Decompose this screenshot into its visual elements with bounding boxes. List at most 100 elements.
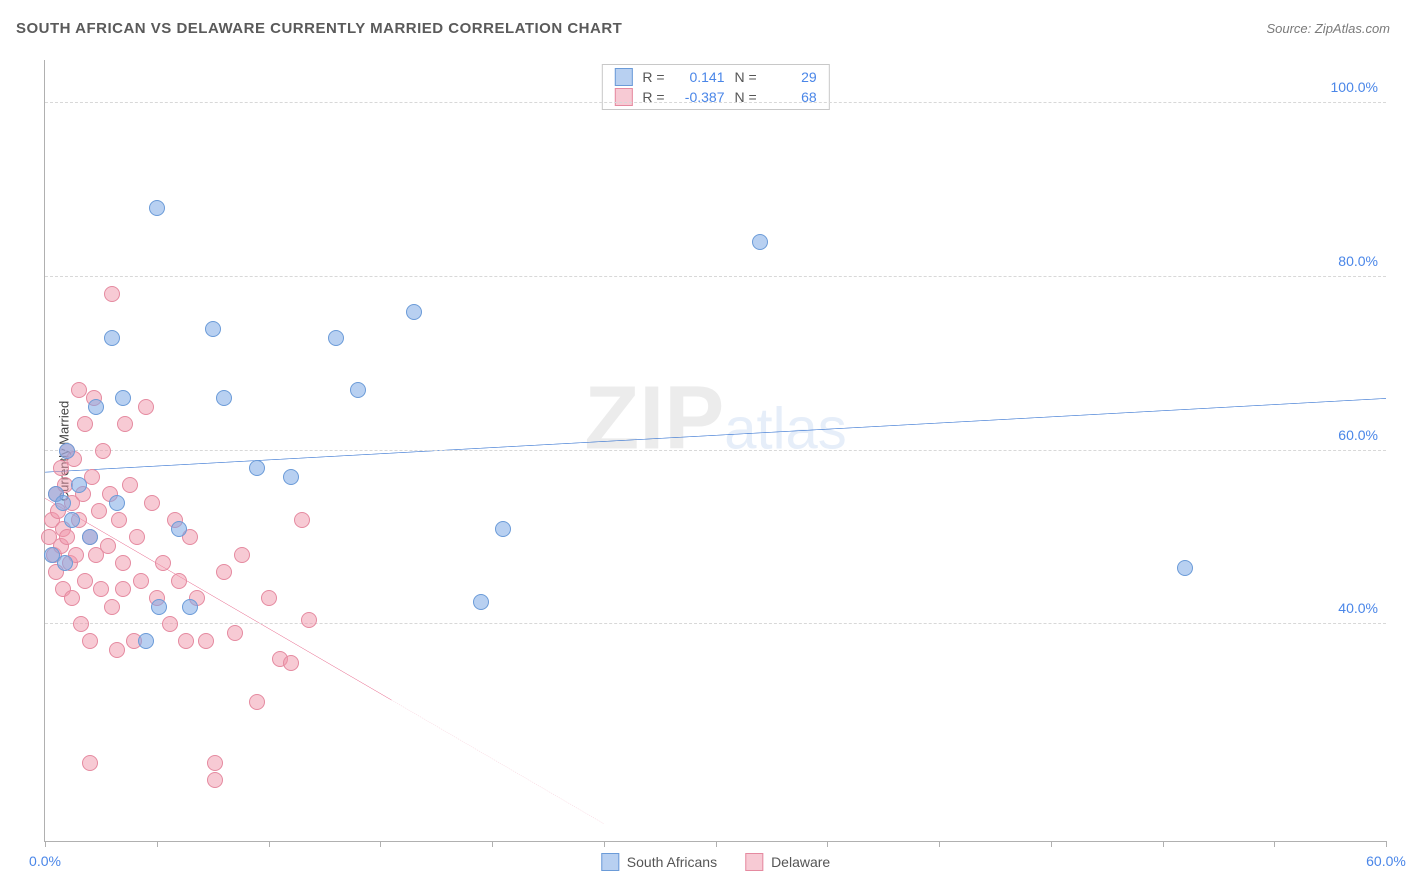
x-tick-label: 60.0% [1366, 853, 1406, 869]
scatter-point-de [109, 642, 125, 658]
trend-line [391, 700, 603, 824]
scatter-point-de [198, 633, 214, 649]
stats-row-sa: R = 0.141 N = 29 [602, 67, 828, 87]
source-attribution: Source: ZipAtlas.com [1266, 21, 1390, 36]
scatter-point-de [59, 529, 75, 545]
scatter-point-de [84, 469, 100, 485]
r-value-sa: 0.141 [675, 69, 725, 85]
scatter-point-sa [473, 594, 489, 610]
scatter-point-de [117, 416, 133, 432]
scatter-point-de [294, 512, 310, 528]
x-tick [1051, 841, 1052, 847]
scatter-point-de [301, 612, 317, 628]
header: SOUTH AFRICAN VS DELAWARE CURRENTLY MARR… [16, 20, 1390, 37]
scatter-point-de [178, 633, 194, 649]
y-tick-label: 100.0% [1331, 79, 1378, 95]
scatter-point-sa [205, 321, 221, 337]
scatter-point-sa [171, 521, 187, 537]
n-label-sa: N = [735, 69, 757, 85]
scatter-point-de [129, 529, 145, 545]
x-tick [380, 841, 381, 847]
scatter-point-de [95, 443, 111, 459]
scatter-point-de [64, 590, 80, 606]
scatter-point-de [93, 581, 109, 597]
watermark-zip: ZIP [584, 368, 724, 471]
scatter-point-sa [104, 330, 120, 346]
x-tick [1274, 841, 1275, 847]
gridline [45, 450, 1386, 451]
trend-line [45, 498, 391, 700]
scatter-point-de [261, 590, 277, 606]
scatter-point-de [155, 555, 171, 571]
scatter-point-sa [406, 304, 422, 320]
scatter-point-de [144, 495, 160, 511]
y-tick-label: 60.0% [1338, 427, 1378, 443]
chart-title: SOUTH AFRICAN VS DELAWARE CURRENTLY MARR… [16, 20, 622, 37]
scatter-point-de [91, 503, 107, 519]
scatter-point-sa [249, 460, 265, 476]
scatter-point-de [227, 625, 243, 641]
scatter-point-sa [82, 529, 98, 545]
scatter-point-sa [182, 599, 198, 615]
x-tick [45, 841, 46, 847]
x-tick [716, 841, 717, 847]
scatter-point-de [234, 547, 250, 563]
y-tick-label: 40.0% [1338, 600, 1378, 616]
scatter-point-de [115, 555, 131, 571]
x-tick [939, 841, 940, 847]
scatter-point-sa [88, 399, 104, 415]
scatter-point-sa [495, 521, 511, 537]
trend-lines [45, 60, 1386, 841]
trend-line [45, 398, 1386, 472]
scatter-point-sa [71, 477, 87, 493]
scatter-point-sa [283, 469, 299, 485]
scatter-point-de [71, 382, 87, 398]
legend-swatch-sa [601, 853, 619, 871]
scatter-point-sa [64, 512, 80, 528]
scatter-point-de [115, 581, 131, 597]
scatter-point-de [77, 573, 93, 589]
legend-label-de: Delaware [771, 854, 830, 870]
gridline [45, 623, 1386, 624]
scatter-point-de [73, 616, 89, 632]
scatter-point-sa [59, 443, 75, 459]
r-label-sa: R = [642, 69, 664, 85]
scatter-point-de [122, 477, 138, 493]
scatter-point-sa [55, 495, 71, 511]
scatter-point-de [207, 755, 223, 771]
x-tick [492, 841, 493, 847]
scatter-plot: ZIPatlas R = 0.141 N = 29 R = -0.387 N =… [44, 60, 1386, 842]
scatter-point-de [133, 573, 149, 589]
legend-item-sa: South Africans [601, 853, 717, 871]
x-tick [604, 841, 605, 847]
y-tick-label: 80.0% [1338, 253, 1378, 269]
bottom-legend: South Africans Delaware [601, 853, 830, 871]
scatter-point-sa [115, 390, 131, 406]
scatter-point-sa [216, 390, 232, 406]
swatch-sa [614, 68, 632, 86]
scatter-point-de [104, 286, 120, 302]
scatter-point-sa [1177, 560, 1193, 576]
x-tick [269, 841, 270, 847]
scatter-point-sa [328, 330, 344, 346]
scatter-point-de [82, 633, 98, 649]
legend-swatch-de [745, 853, 763, 871]
scatter-point-de [249, 694, 265, 710]
scatter-point-sa [138, 633, 154, 649]
scatter-point-sa [350, 382, 366, 398]
scatter-point-de [207, 772, 223, 788]
scatter-point-de [171, 573, 187, 589]
x-tick [827, 841, 828, 847]
scatter-point-sa [149, 200, 165, 216]
scatter-point-sa [109, 495, 125, 511]
x-tick [1386, 841, 1387, 847]
scatter-point-de [216, 564, 232, 580]
gridline [45, 276, 1386, 277]
scatter-point-de [77, 416, 93, 432]
trend-line [45, 398, 1386, 472]
legend-item-de: Delaware [745, 853, 830, 871]
scatter-point-de [162, 616, 178, 632]
x-tick [157, 841, 158, 847]
scatter-point-sa [752, 234, 768, 250]
scatter-point-de [283, 655, 299, 671]
